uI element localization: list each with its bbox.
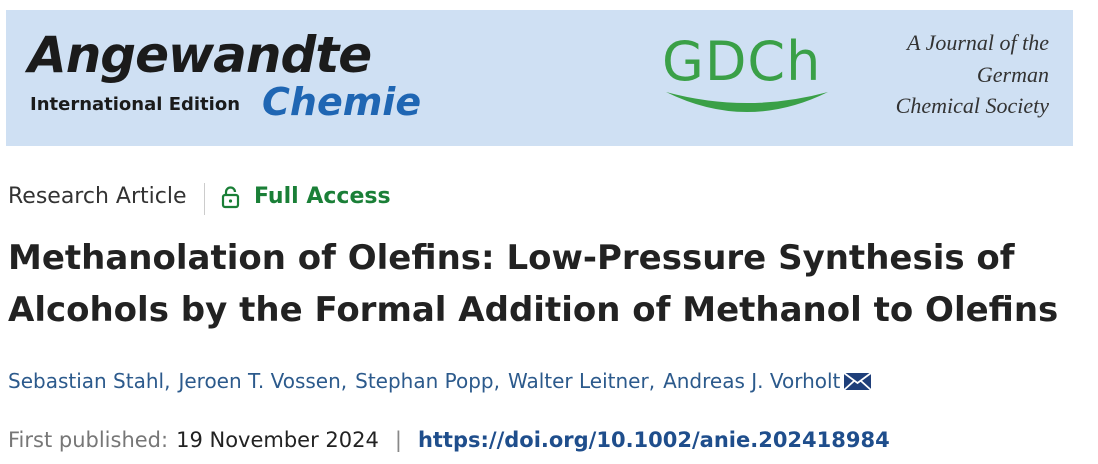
journal-subtitle: Chemie	[262, 80, 422, 124]
doi-link[interactable]: https://doi.org/10.1002/anie.202418984	[417, 428, 890, 452]
published-label: First published:	[8, 428, 169, 452]
author-separator: ,	[164, 369, 171, 393]
journal-name: Angewandte	[28, 26, 372, 84]
journal-edition: International Edition	[30, 94, 241, 115]
author-list: Sebastian Stahl, Jeroen T. Vossen, Stephan…	[8, 369, 873, 393]
author-link[interactable]: Andreas J. Vorholt	[663, 369, 841, 393]
tagline: A Journal of the	[907, 30, 1049, 55]
lock-icon	[221, 186, 240, 209]
society-logo-arc	[666, 92, 828, 112]
access-badge[interactable]: Full Access	[254, 184, 391, 209]
tagline: German	[976, 62, 1049, 87]
article-title: Alcohols by the Formal Addition of Metha…	[8, 290, 1059, 330]
author-link[interactable]: Walter Leitner	[507, 369, 649, 393]
publication-info: First published: 19 November 2024 | http…	[8, 428, 890, 452]
divider	[204, 183, 205, 215]
author-link[interactable]: Stephan Popp	[355, 369, 494, 393]
author-link[interactable]: Jeroen T. Vossen	[178, 369, 341, 393]
article-title: Methanolation of Olefins: Low-Pressure S…	[8, 238, 1015, 278]
article-type: Research Article	[8, 184, 187, 209]
published-date: 19 November 2024	[176, 428, 379, 452]
author-separator: ,	[493, 369, 500, 393]
society-logo: GDCh	[662, 30, 822, 93]
journal-banner[interactable]: Angewandte International Edition Chemie …	[6, 10, 1073, 146]
author-separator: ,	[648, 369, 656, 393]
divider: |	[394, 428, 402, 452]
author-link[interactable]: Sebastian Stahl	[8, 369, 165, 393]
email-icon[interactable]	[843, 371, 873, 391]
tagline: Chemical Society	[895, 93, 1049, 118]
author-separator: ,	[340, 369, 348, 393]
